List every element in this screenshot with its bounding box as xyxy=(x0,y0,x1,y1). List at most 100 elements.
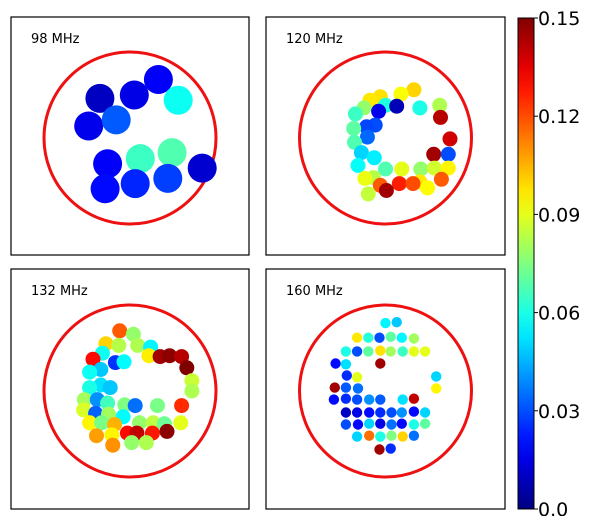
data-point xyxy=(330,358,341,369)
data-point xyxy=(353,145,369,161)
data-point xyxy=(357,170,373,186)
data-point xyxy=(385,346,396,357)
data-point xyxy=(378,183,394,198)
data-point xyxy=(374,332,385,343)
data-point xyxy=(359,129,375,145)
data-point xyxy=(340,407,352,418)
data-point xyxy=(408,419,420,430)
data-point xyxy=(412,100,428,116)
data-point xyxy=(94,415,110,431)
data-point xyxy=(162,348,178,364)
panel-1: 98 MHz xyxy=(10,16,250,256)
data-point xyxy=(82,415,98,431)
data-point xyxy=(375,345,386,356)
data-point xyxy=(120,169,150,199)
data-point xyxy=(389,98,405,114)
data-point xyxy=(406,82,422,98)
data-point xyxy=(328,394,340,405)
data-point xyxy=(89,428,104,444)
panel-label: 132 MHz xyxy=(31,284,88,299)
data-point xyxy=(116,354,132,370)
panel-2: 120 MHz xyxy=(265,16,506,256)
data-point xyxy=(179,360,195,376)
data-point xyxy=(397,394,408,405)
panels-group: 98 MHz 120 MHz 132 MHz 160 MHz xyxy=(10,16,506,510)
data-point xyxy=(386,419,397,430)
data-point xyxy=(363,332,374,343)
data-point xyxy=(93,149,123,179)
data-point xyxy=(130,337,146,353)
data-point xyxy=(340,346,352,357)
data-point xyxy=(419,418,431,429)
data-point xyxy=(375,394,386,405)
data-point xyxy=(351,394,363,405)
data-point xyxy=(371,103,387,119)
colorbar-tick-label: 0.12 xyxy=(538,106,580,128)
panel-3: 132 MHz xyxy=(10,268,250,510)
data-point xyxy=(397,431,408,442)
data-point xyxy=(102,380,118,396)
data-point xyxy=(141,348,157,364)
data-point xyxy=(396,407,407,418)
data-point xyxy=(375,418,386,429)
panel-label: 160 MHz xyxy=(286,284,343,299)
data-point xyxy=(351,407,363,418)
data-point xyxy=(127,398,143,414)
data-point xyxy=(442,131,458,147)
panel-frame xyxy=(10,16,250,256)
data-point xyxy=(391,317,402,328)
data-point xyxy=(347,106,363,122)
data-point xyxy=(174,398,190,414)
data-point xyxy=(408,393,420,404)
data-point xyxy=(363,346,374,357)
data-point xyxy=(431,371,442,382)
colorbar-tick-label: 0.15 xyxy=(538,8,580,30)
data-point xyxy=(440,160,456,176)
data-point xyxy=(413,161,429,177)
data-point xyxy=(105,437,121,453)
data-point xyxy=(82,364,98,380)
data-point xyxy=(85,83,115,113)
data-point xyxy=(93,362,109,377)
colorbar-tick-label: 0.03 xyxy=(538,401,580,423)
data-point xyxy=(419,346,431,357)
colorbar-tick-label: 0.09 xyxy=(538,204,580,226)
data-point xyxy=(394,161,410,177)
data-point xyxy=(340,419,352,430)
data-point xyxy=(378,161,393,177)
data-point xyxy=(351,372,363,383)
data-point xyxy=(173,415,189,431)
data-point xyxy=(386,430,397,441)
data-point xyxy=(150,398,165,414)
data-point xyxy=(366,150,382,166)
data-point xyxy=(329,382,340,393)
data-point xyxy=(427,160,442,176)
data-point xyxy=(431,383,442,394)
data-point xyxy=(138,435,154,451)
data-point xyxy=(112,323,128,339)
data-point xyxy=(90,174,120,204)
data-point xyxy=(364,407,375,418)
data-point xyxy=(341,370,352,381)
data-point xyxy=(143,65,173,94)
data-point xyxy=(440,146,456,162)
colorbar-tick-label: 0.06 xyxy=(538,303,580,325)
data-point xyxy=(352,419,364,430)
aperture-ring xyxy=(42,50,218,226)
panel-frame xyxy=(265,268,506,510)
data-point xyxy=(408,406,420,417)
data-point xyxy=(420,180,436,196)
data-point xyxy=(351,332,363,343)
colorbar-gradient xyxy=(517,17,535,510)
data-point xyxy=(174,349,190,365)
data-point xyxy=(124,435,140,451)
aperture-ring xyxy=(298,303,473,479)
data-point xyxy=(184,373,200,389)
data-point xyxy=(163,85,193,115)
data-point xyxy=(85,351,101,367)
data-point xyxy=(385,443,396,454)
data-point xyxy=(351,431,363,442)
data-point xyxy=(396,332,407,343)
data-point xyxy=(375,407,386,418)
